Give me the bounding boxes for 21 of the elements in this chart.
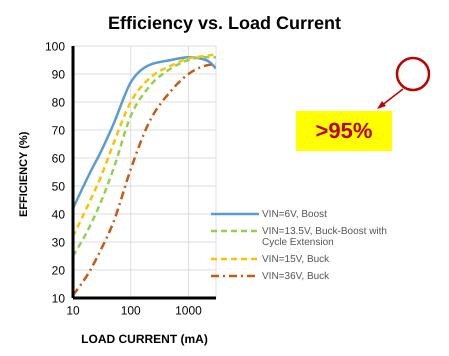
text: >95% bbox=[296, 111, 392, 151]
y-tick-label: 80 bbox=[52, 95, 66, 110]
legend-label: VIN=6V, Boost bbox=[262, 209, 327, 220]
y-tick-label: 30 bbox=[52, 235, 66, 250]
y-tick-label: 10 bbox=[52, 291, 66, 306]
y-tick-label: 40 bbox=[52, 207, 66, 222]
y-axis-title: EFFICIENCY (%) bbox=[18, 131, 30, 217]
y-tick-label: 90 bbox=[52, 67, 66, 82]
y-tick-label: 20 bbox=[52, 263, 66, 278]
x-tick-label: 100 bbox=[120, 304, 142, 318]
chart-title: Efficiency vs. Load Current bbox=[106, 12, 342, 35]
x-tick-label: 10 bbox=[66, 304, 80, 318]
legend-label: VIN=13.5V, Buck-Boost with Cycle Extension bbox=[262, 226, 388, 248]
y-tick-label: 70 bbox=[52, 123, 66, 138]
x-tick-label: 1000 bbox=[175, 304, 202, 318]
y-tick-label: 60 bbox=[52, 151, 66, 166]
legend-label: VIN=36V, Buck bbox=[262, 271, 330, 282]
x-axis-title: LOAD CURRENT (mA) bbox=[81, 332, 208, 346]
y-tick-label: 50 bbox=[52, 179, 66, 194]
legend-label: VIN=15V, Buck bbox=[262, 254, 330, 265]
y-tick-label: 100 bbox=[44, 39, 66, 54]
